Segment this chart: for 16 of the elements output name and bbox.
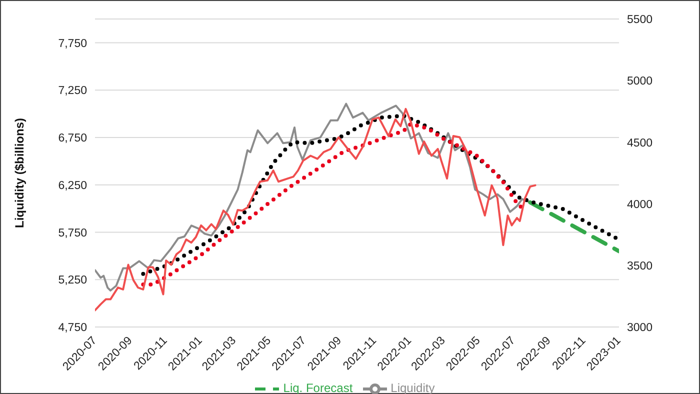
y-axis-title: Liquidity ($billions) bbox=[12, 118, 26, 228]
y2-tick-label: 4500 bbox=[627, 137, 653, 150]
y2-tick-label: 4000 bbox=[627, 198, 653, 211]
y2-tick-label: 5500 bbox=[627, 14, 653, 26]
line-series bbox=[141, 114, 619, 276]
y-tick-label: 7,250 bbox=[58, 85, 87, 98]
y-tick-label: 5,250 bbox=[58, 274, 87, 287]
y2-tick-label: 3000 bbox=[627, 322, 653, 334]
y2-tick-label: 3500 bbox=[627, 260, 653, 272]
y-tick-label: 6,750 bbox=[58, 132, 87, 145]
line-series bbox=[141, 122, 524, 286]
y-tick-label: 5,750 bbox=[58, 227, 87, 240]
y2-tick-label: 5000 bbox=[627, 76, 653, 88]
y-tick-label: 6,250 bbox=[58, 180, 87, 192]
y-tick-label: 7,750 bbox=[58, 38, 87, 50]
y-tick-label: 4,750 bbox=[58, 322, 87, 334]
